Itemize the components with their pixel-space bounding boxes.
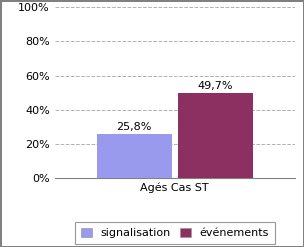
Bar	[97, 134, 172, 178]
Text: 49,7%: 49,7%	[198, 81, 233, 91]
Text: 25,8%: 25,8%	[117, 122, 152, 132]
Bar	[178, 93, 253, 178]
Legend: signalisation, événements: signalisation, événements	[75, 222, 275, 244]
